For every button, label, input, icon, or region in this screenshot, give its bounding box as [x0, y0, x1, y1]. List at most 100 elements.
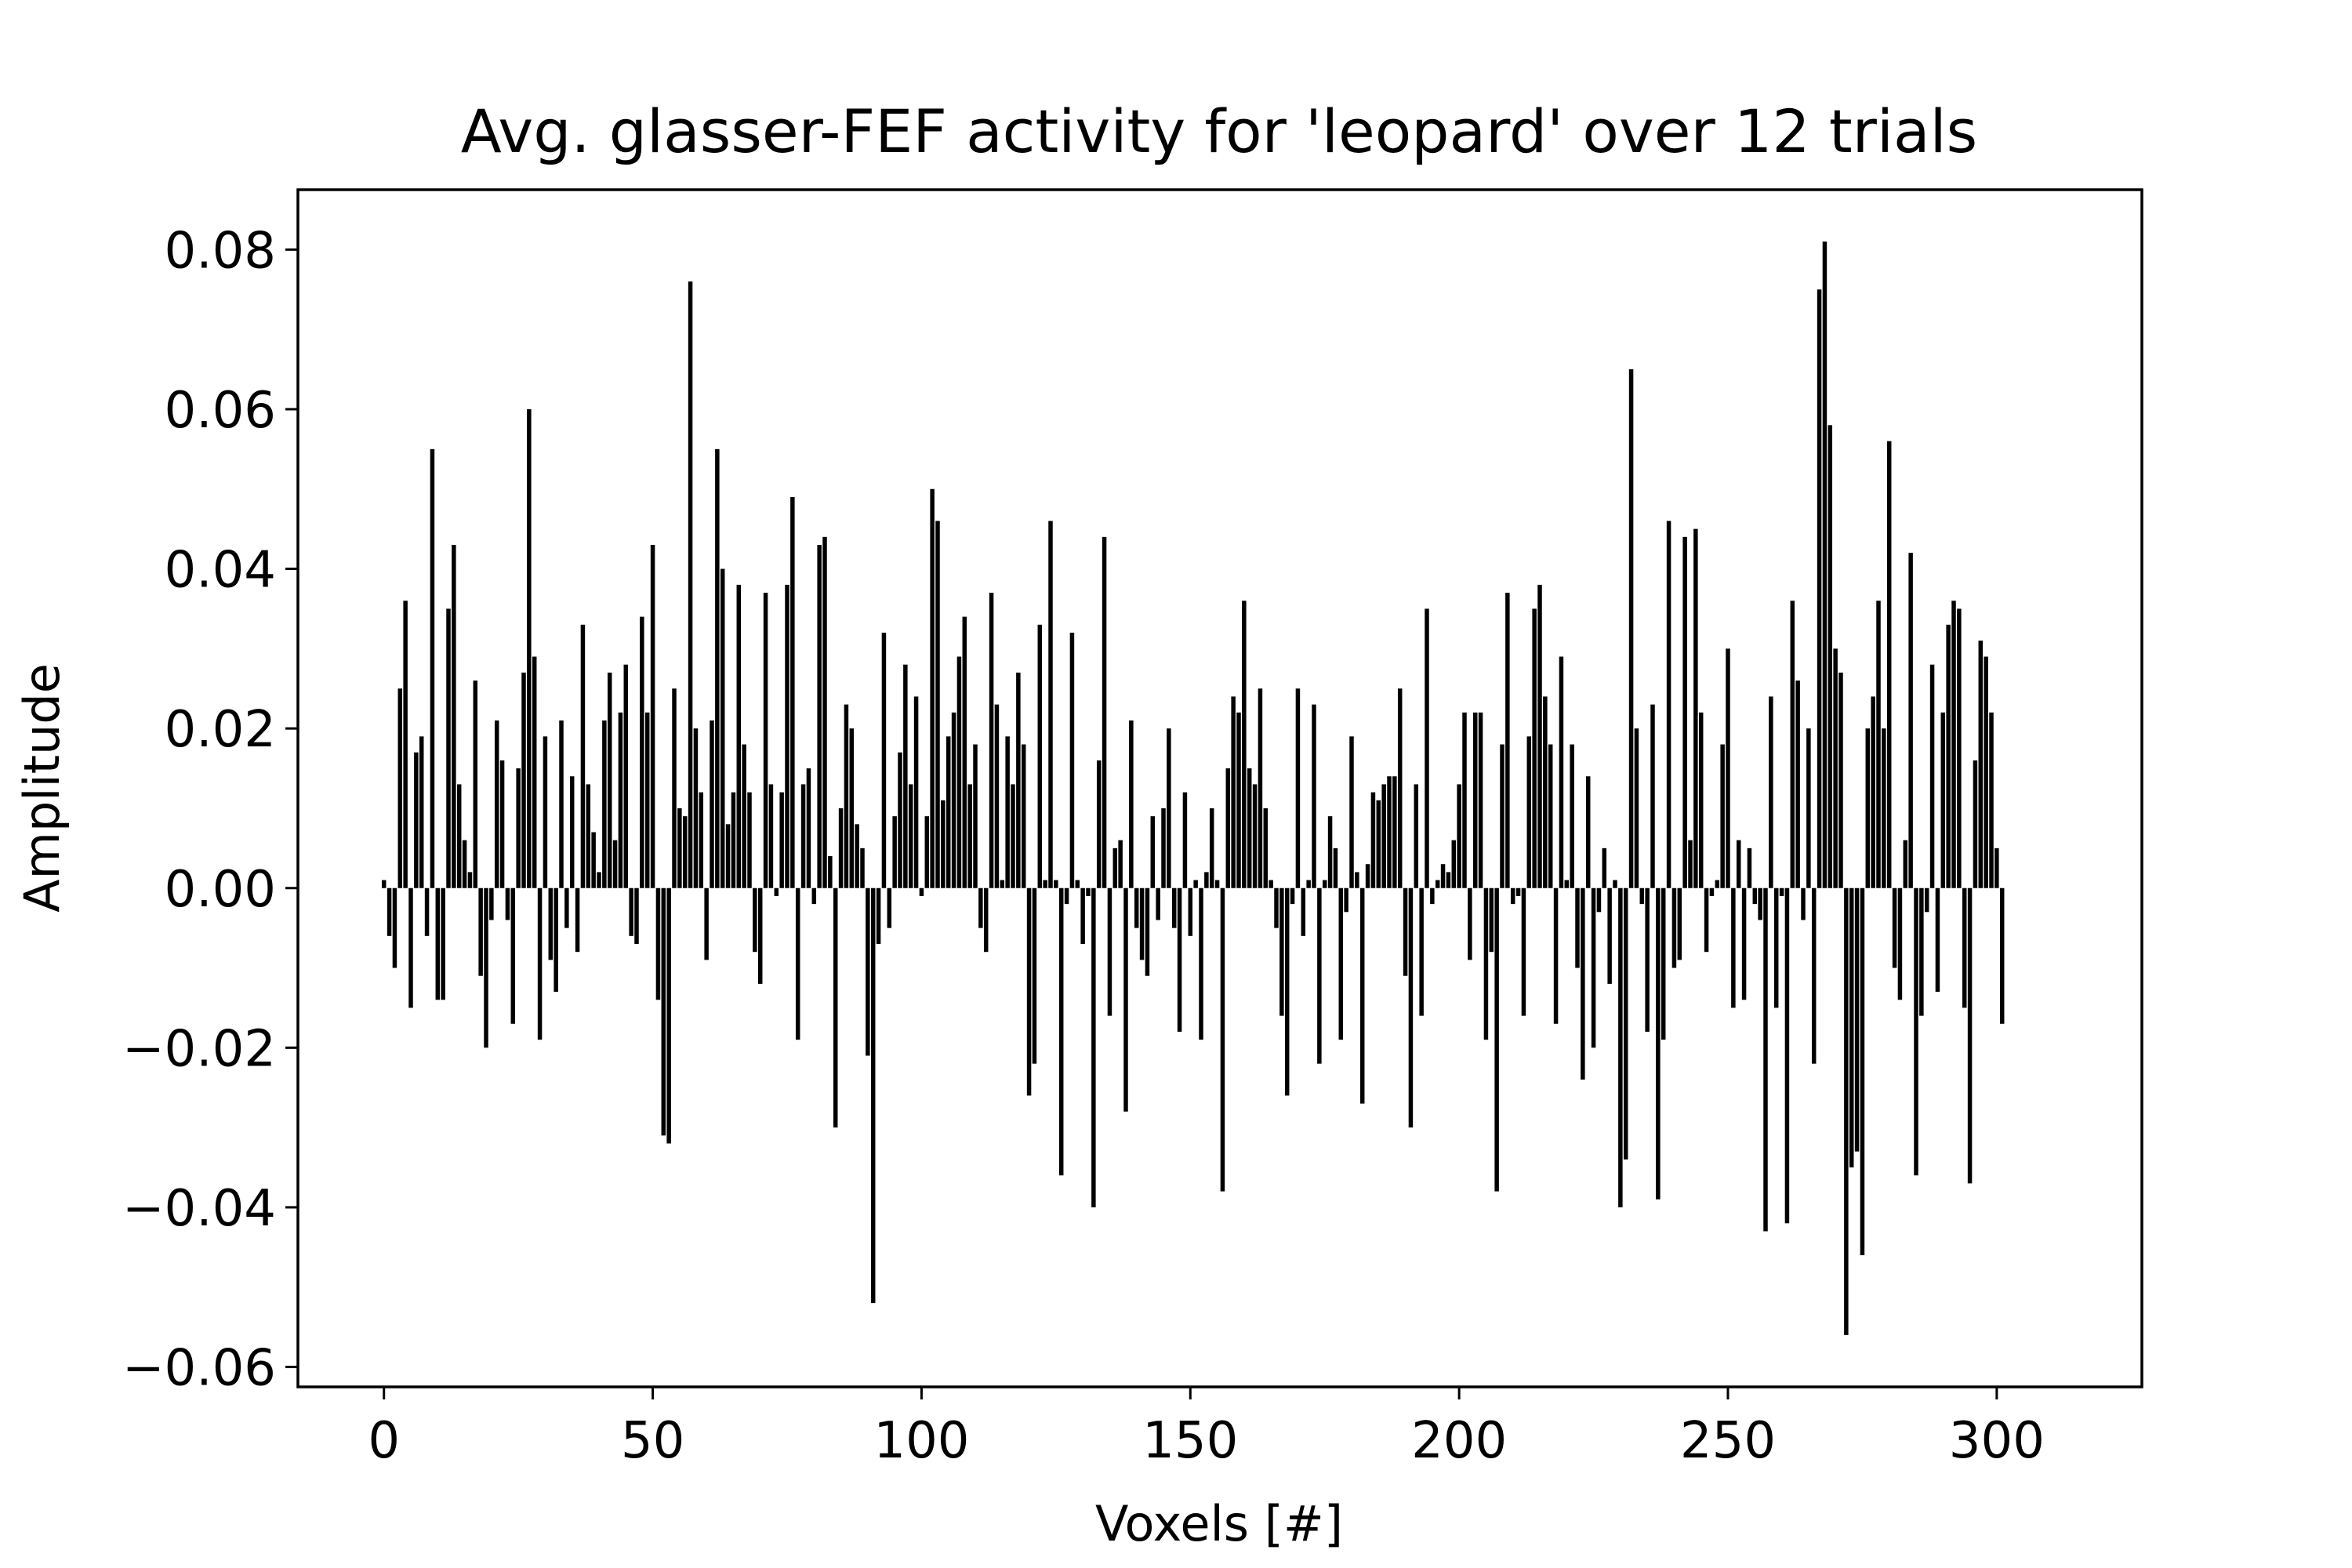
bar	[1064, 887, 1069, 905]
bar	[1365, 864, 1370, 888]
bar	[1747, 848, 1752, 888]
bar	[1892, 887, 1897, 968]
bar	[1704, 887, 1709, 953]
bar	[817, 545, 822, 888]
bar	[467, 872, 473, 888]
bar	[1091, 887, 1096, 1207]
bar	[1613, 880, 1617, 888]
bar	[903, 664, 908, 888]
bar	[844, 704, 849, 888]
bar	[1011, 784, 1015, 888]
bar	[1129, 720, 1134, 888]
x-tick-label: 150	[1142, 1412, 1238, 1470]
bar	[935, 521, 940, 888]
bar	[790, 496, 795, 888]
bar	[715, 448, 720, 888]
bar	[1537, 584, 1542, 888]
bar	[1564, 880, 1570, 888]
bar	[908, 784, 913, 888]
bar	[1763, 887, 1768, 1232]
bar	[1752, 887, 1758, 905]
bar	[1581, 887, 1585, 1080]
bar	[956, 656, 962, 888]
bar	[1204, 872, 1209, 888]
bar	[408, 887, 413, 1008]
bar	[1882, 728, 1886, 888]
bar	[1359, 887, 1365, 1104]
bar	[564, 887, 569, 928]
y-tick-label: 0.02	[165, 701, 277, 759]
bar	[462, 840, 467, 888]
bar	[666, 887, 671, 1144]
bar	[962, 616, 967, 888]
bar	[1575, 887, 1580, 968]
bar	[1322, 880, 1327, 888]
bar	[618, 712, 623, 888]
bar	[1048, 521, 1053, 888]
bar	[699, 792, 704, 888]
bar	[1709, 887, 1715, 896]
bar	[1628, 369, 1634, 888]
bar	[849, 728, 855, 888]
bar	[1849, 887, 1854, 1168]
bar	[1327, 816, 1333, 888]
bar	[967, 784, 972, 888]
bar	[1446, 872, 1451, 888]
y-tick-label: −0.06	[122, 1340, 276, 1398]
bar	[1301, 887, 1306, 936]
bar	[1656, 887, 1661, 1200]
bar	[1026, 887, 1032, 1096]
bar	[554, 887, 558, 993]
bar	[1736, 840, 1741, 888]
bar	[1500, 744, 1504, 888]
bar	[1188, 887, 1193, 936]
bar	[441, 887, 445, 1000]
bar	[1903, 840, 1908, 888]
bar	[1408, 887, 1414, 1128]
bar	[1086, 887, 1091, 896]
bar	[640, 616, 644, 888]
bar	[994, 704, 1000, 888]
bar	[1914, 887, 1918, 1176]
bar	[1773, 887, 1779, 1008]
bar	[1193, 880, 1198, 888]
bar	[941, 800, 946, 888]
bar	[1397, 688, 1403, 888]
bar	[1671, 887, 1677, 968]
bar	[612, 840, 618, 888]
bar	[473, 681, 478, 888]
bar	[1951, 601, 1956, 888]
bar	[1247, 768, 1252, 888]
bar	[989, 593, 994, 888]
bar	[456, 784, 462, 888]
bar	[1037, 624, 1043, 888]
bar	[1435, 880, 1440, 888]
bar	[1430, 887, 1435, 905]
bar	[414, 752, 419, 888]
bar	[1419, 887, 1424, 1016]
bar	[381, 880, 387, 888]
x-tick-label: 100	[873, 1412, 969, 1470]
bar	[1220, 887, 1225, 1192]
bar	[951, 712, 956, 888]
y-tick-label: −0.02	[122, 1020, 276, 1078]
bar	[1145, 887, 1150, 976]
bar	[1344, 887, 1348, 913]
bar	[623, 664, 629, 888]
bar	[860, 848, 865, 888]
bar	[403, 601, 408, 888]
bar	[484, 887, 488, 1048]
bar	[655, 887, 661, 1000]
bar	[1618, 887, 1623, 1207]
bar	[1962, 887, 1967, 1008]
bar	[1284, 887, 1290, 1096]
bar	[489, 887, 494, 920]
bar	[607, 672, 612, 888]
bar	[1591, 887, 1596, 1048]
bar	[1462, 712, 1467, 888]
bar	[1269, 880, 1273, 888]
bar	[1139, 887, 1145, 960]
bar	[1075, 880, 1080, 888]
y-axis-label: Amplitude	[13, 663, 71, 913]
bar	[1468, 887, 1472, 960]
